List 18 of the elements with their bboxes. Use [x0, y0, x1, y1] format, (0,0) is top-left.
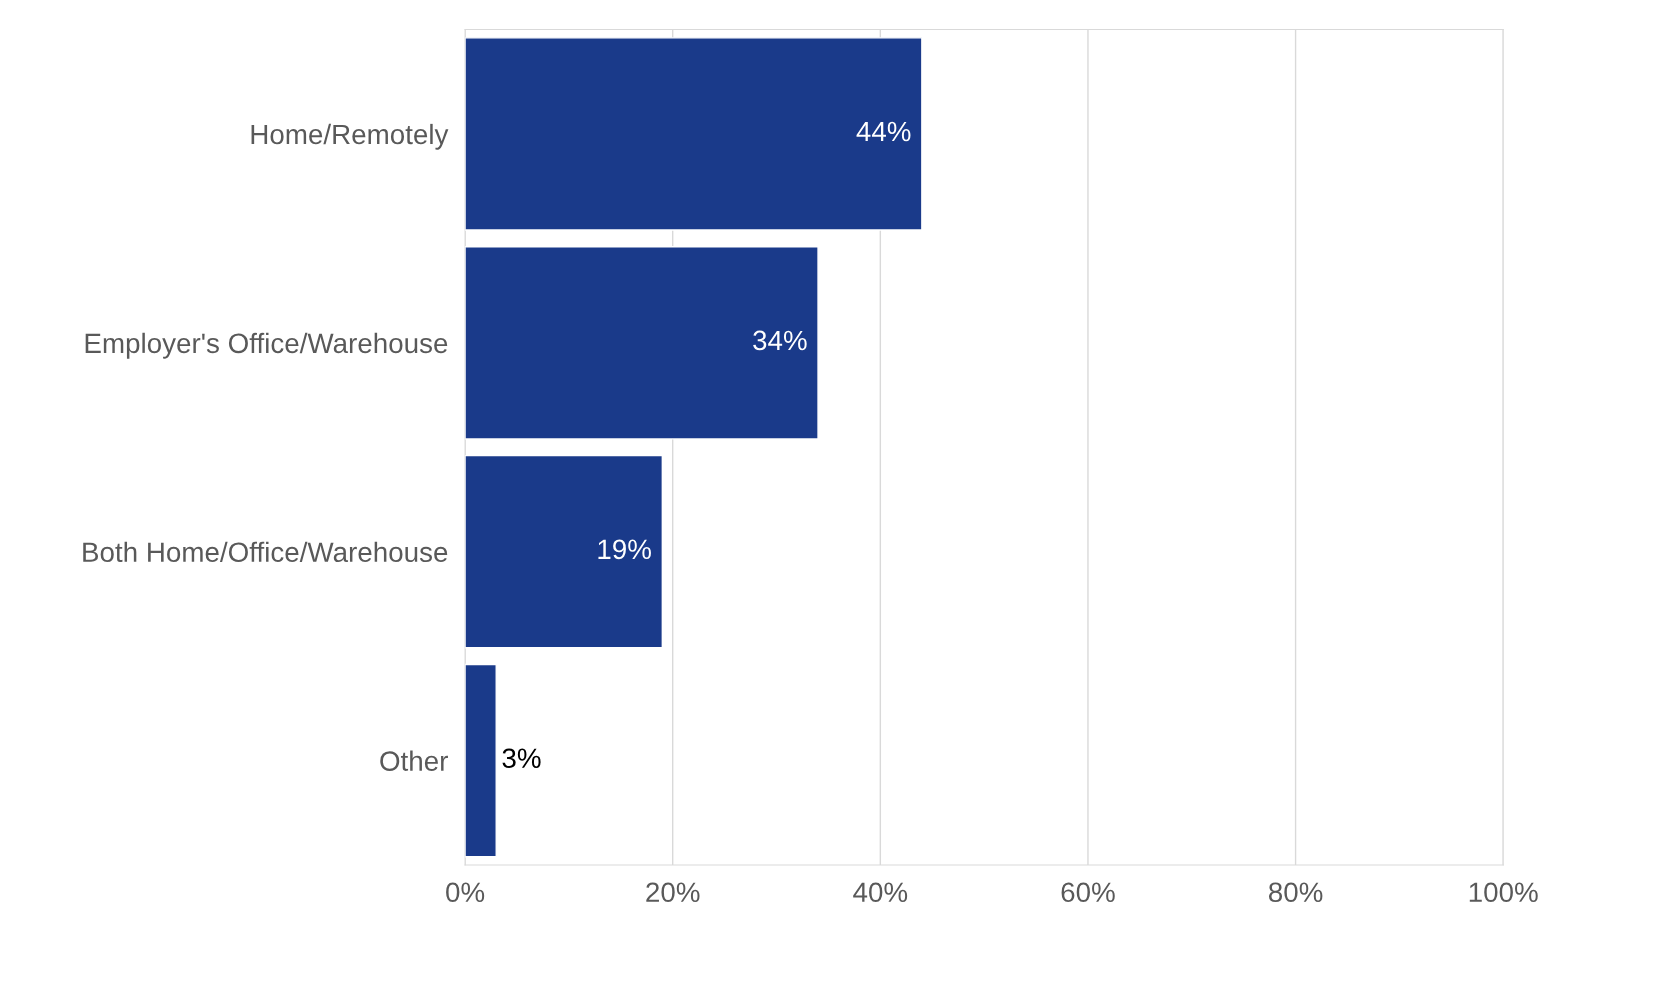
x-tick-label: 100% [1469, 882, 1538, 903]
bar [465, 454, 664, 649]
bar [465, 663, 497, 858]
data-label: 44% [856, 121, 911, 142]
bar [465, 246, 819, 440]
y-tick-label: Home/Remotely [251, 123, 449, 150]
x-tick-label: 60% [1061, 882, 1115, 903]
y-tick-label: Other [380, 750, 448, 771]
data-label: 34% [753, 330, 807, 351]
bar [465, 37, 923, 231]
x-tick-label: 0% [446, 882, 485, 903]
y-tick-label: Both Home/Office/Warehouse [83, 541, 448, 563]
y-tick-label: Employer's Office/Warehouse [85, 332, 448, 359]
data-label: 19% [598, 539, 651, 560]
x-tick-label: 20% [646, 882, 700, 903]
x-tick-label: 80% [1268, 882, 1323, 903]
x-tick-label: 40% [853, 882, 908, 903]
data-label: 3% [502, 748, 541, 769]
